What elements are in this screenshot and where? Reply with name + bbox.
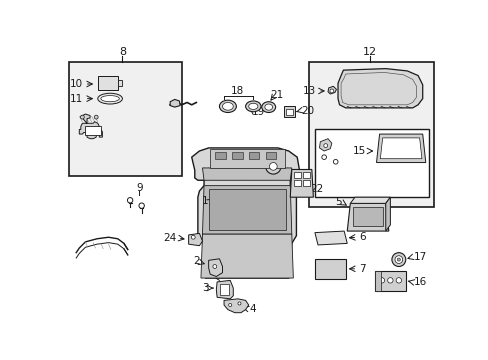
Polygon shape [349,197,389,203]
Ellipse shape [98,93,122,104]
Circle shape [394,256,402,264]
Text: 18: 18 [231,86,244,96]
Polygon shape [208,259,222,276]
Text: 1: 1 [202,196,208,206]
Text: 12: 12 [363,48,377,58]
Bar [248,152,259,159]
Polygon shape [79,114,102,139]
Text: 13: 13 [303,86,316,96]
Text: 16: 16 [413,277,426,287]
Text: 2: 2 [192,256,199,266]
Circle shape [321,155,326,159]
Polygon shape [170,99,180,107]
Polygon shape [346,203,388,231]
Polygon shape [327,86,336,94]
Circle shape [265,159,281,174]
Text: 11: 11 [70,94,83,104]
Ellipse shape [264,104,272,110]
Circle shape [329,89,333,93]
Circle shape [391,253,405,266]
Circle shape [139,203,144,208]
Ellipse shape [219,100,236,112]
Ellipse shape [222,103,233,110]
Bar [265,152,276,159]
Polygon shape [202,186,291,234]
Bar [293,172,301,178]
Text: 23: 23 [244,156,257,166]
Text: 4: 4 [249,304,256,314]
Bar [286,109,292,115]
Text: 24: 24 [163,233,176,243]
Polygon shape [376,134,425,163]
Text: 8: 8 [119,48,126,58]
Bar [374,271,380,291]
Text: 5: 5 [335,197,341,207]
Text: 15: 15 [352,146,366,156]
Polygon shape [385,197,389,231]
Circle shape [323,144,327,148]
Ellipse shape [101,95,119,102]
Circle shape [378,278,384,283]
Bar [353,207,382,226]
Bar [293,180,301,186]
Polygon shape [319,139,331,151]
Text: 20: 20 [301,106,313,116]
Bar [284,106,294,117]
Polygon shape [341,72,416,105]
Polygon shape [290,170,313,197]
Polygon shape [191,148,299,278]
Text: 22: 22 [310,184,323,194]
Circle shape [212,265,216,269]
Bar [231,152,242,159]
Ellipse shape [248,103,257,109]
Bar [214,152,225,159]
Polygon shape [216,280,233,299]
Bar [118,80,122,86]
Text: 14: 14 [363,206,376,216]
Polygon shape [201,234,293,278]
Circle shape [333,159,337,164]
Bar [68,62,182,176]
Text: 3: 3 [202,283,208,293]
Polygon shape [337,69,422,108]
Text: 9: 9 [136,183,142,193]
Bar [85,126,101,135]
Text: 10: 10 [70,79,83,89]
Bar [210,149,285,168]
Circle shape [269,163,277,170]
Polygon shape [380,138,421,159]
Text: 19: 19 [251,108,265,117]
Bar [302,180,309,186]
Ellipse shape [261,102,275,112]
Circle shape [81,115,84,119]
Bar [208,189,285,230]
Text: 17: 17 [413,252,426,262]
Circle shape [387,278,392,283]
Polygon shape [188,233,202,246]
Circle shape [228,303,231,306]
Circle shape [238,302,241,305]
Ellipse shape [245,101,261,112]
Bar [220,284,229,295]
Circle shape [94,115,98,119]
Bar [98,76,118,90]
Bar [314,259,345,279]
Polygon shape [314,231,346,245]
Bar [302,172,309,178]
Bar [314,130,428,197]
Text: 7: 7 [358,264,365,274]
Text: 21: 21 [269,90,283,100]
Polygon shape [202,168,291,180]
Bar [374,271,405,291]
Circle shape [127,198,133,203]
Circle shape [395,278,401,283]
Circle shape [191,235,195,239]
Text: 6: 6 [358,232,365,242]
Bar [308,62,433,207]
Circle shape [396,258,400,261]
Polygon shape [224,299,248,313]
